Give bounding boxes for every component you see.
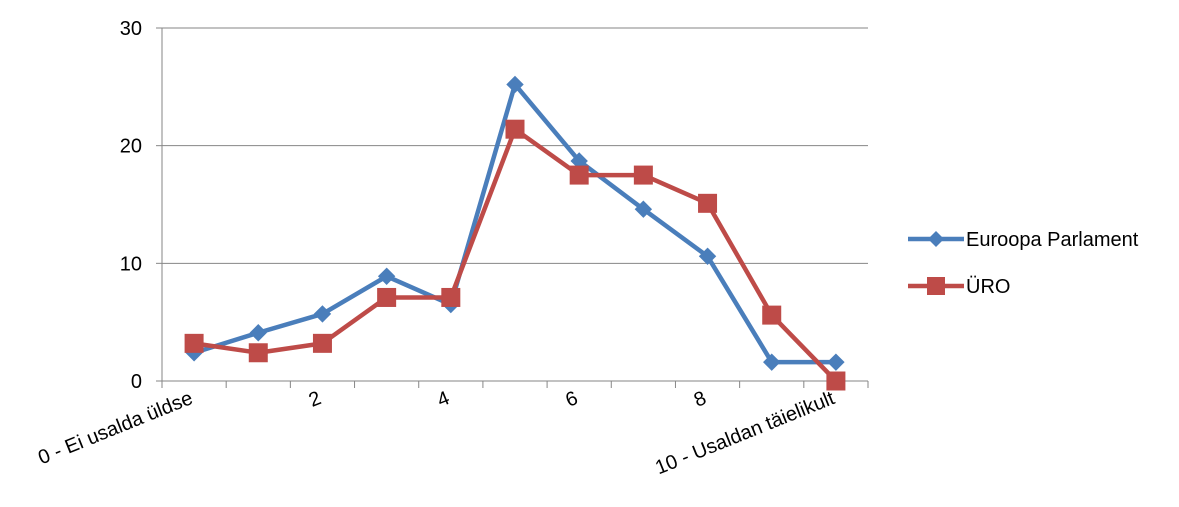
x-tick-label: 10 - Usaldan täielikult	[652, 387, 838, 479]
x-tick-label: 6	[562, 387, 581, 412]
data-point-diamond	[506, 75, 524, 94]
data-point-square	[441, 287, 461, 307]
x-tick-label: 4	[434, 387, 453, 412]
data-point-square	[762, 305, 782, 325]
series-layer	[184, 75, 846, 391]
data-point-square	[633, 165, 653, 185]
legend: Euroopa Parlament ÜRO	[908, 229, 1139, 298]
data-point-square	[569, 165, 589, 185]
y-tick-label: 0	[131, 371, 142, 393]
data-point-diamond	[377, 267, 396, 285]
data-point-square	[312, 333, 332, 353]
y-tick-label: 30	[120, 18, 142, 40]
x-tick-label: 8	[691, 387, 710, 412]
legend-label: ÜRO	[966, 276, 1010, 298]
legend-marker-diamond	[928, 231, 944, 247]
data-point-diamond	[634, 200, 653, 218]
data-point-diamond	[827, 353, 845, 371]
data-point-square	[184, 333, 204, 353]
data-point-square	[248, 343, 268, 363]
data-point-square	[505, 119, 525, 139]
gridlines	[162, 27, 868, 264]
x-tick-label: 2	[306, 387, 325, 412]
data-point-diamond	[763, 353, 781, 371]
data-point-square	[826, 371, 846, 391]
data-point-square	[377, 287, 397, 307]
axes: 0 10 20 30 0 - Ei usalda üldse 2 4 6 810 - Usald…	[35, 18, 869, 479]
y-tick-label: 20	[120, 136, 142, 158]
series-line-1	[191, 126, 839, 384]
y-tick-label: 10	[120, 253, 142, 275]
data-point-square	[698, 193, 718, 213]
x-tick-label: 0 - Ei usalda üldse	[35, 387, 196, 469]
data-point-diamond	[249, 324, 267, 342]
legend-marker-square	[927, 277, 945, 295]
data-point-diamond	[313, 305, 332, 323]
legend-label: Euroopa Parlament	[966, 229, 1139, 251]
data-point-diamond	[698, 247, 717, 265]
